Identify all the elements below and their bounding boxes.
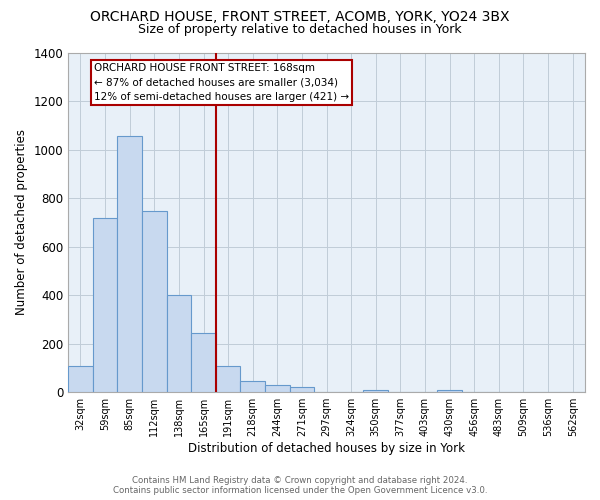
Text: ORCHARD HOUSE FRONT STREET: 168sqm
← 87% of detached houses are smaller (3,034)
: ORCHARD HOUSE FRONT STREET: 168sqm ← 87%… xyxy=(94,62,349,102)
Bar xyxy=(364,390,388,392)
Bar xyxy=(290,387,314,392)
Bar xyxy=(191,334,216,392)
Y-axis label: Number of detached properties: Number of detached properties xyxy=(15,130,28,316)
Text: Contains HM Land Registry data © Crown copyright and database right 2024.
Contai: Contains HM Land Registry data © Crown c… xyxy=(113,476,487,495)
Text: ORCHARD HOUSE, FRONT STREET, ACOMB, YORK, YO24 3BX: ORCHARD HOUSE, FRONT STREET, ACOMB, YORK… xyxy=(90,10,510,24)
Bar xyxy=(241,381,265,392)
Bar xyxy=(167,295,191,392)
Text: Size of property relative to detached houses in York: Size of property relative to detached ho… xyxy=(138,22,462,36)
Bar xyxy=(68,366,93,392)
Bar xyxy=(216,366,241,392)
Bar xyxy=(118,136,142,392)
Bar xyxy=(93,218,118,392)
X-axis label: Distribution of detached houses by size in York: Distribution of detached houses by size … xyxy=(188,442,465,455)
Bar xyxy=(142,210,167,392)
Bar xyxy=(265,386,290,392)
Bar xyxy=(437,390,462,392)
